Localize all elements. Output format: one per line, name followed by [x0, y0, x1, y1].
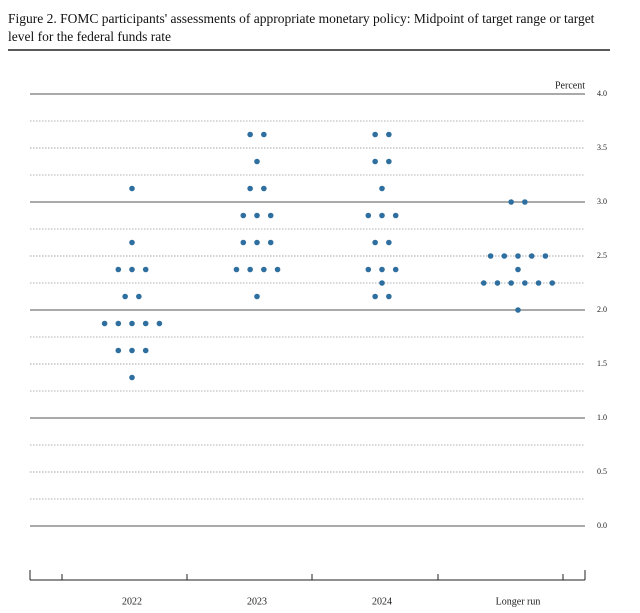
dot [267, 239, 274, 246]
dot [254, 158, 260, 165]
dot [392, 266, 399, 273]
dot [129, 185, 135, 192]
dot [386, 293, 392, 300]
dot [522, 199, 528, 205]
dot [240, 239, 247, 246]
dot [379, 212, 385, 219]
y-tick-label: 2.0 [597, 305, 607, 314]
x-tick-label: 2023 [247, 596, 267, 607]
dot [240, 212, 247, 219]
dot [508, 280, 514, 286]
dot [386, 131, 392, 138]
dot [101, 320, 108, 327]
dot [365, 212, 372, 219]
dot [372, 293, 378, 300]
dot [142, 266, 149, 273]
dot [115, 266, 122, 273]
x-axis [29, 570, 586, 581]
dot [494, 280, 501, 286]
dot [480, 280, 487, 286]
dot [535, 280, 542, 286]
y-tick-label: 4.0 [597, 89, 607, 98]
y-tick-label: 0.5 [597, 467, 607, 476]
dot [515, 266, 521, 273]
dot [247, 131, 253, 138]
dot [261, 131, 267, 138]
dot [372, 131, 378, 138]
dot [515, 307, 521, 313]
dot [233, 266, 240, 273]
dot [129, 266, 135, 273]
dot [156, 320, 163, 327]
dot [501, 253, 508, 259]
dot [549, 280, 556, 286]
dot [522, 280, 528, 286]
dot [129, 320, 135, 327]
dot [129, 239, 135, 246]
dot [129, 347, 135, 354]
dot [129, 374, 135, 381]
dot [247, 185, 253, 192]
dot [261, 185, 267, 192]
x-tick-label: 2022 [122, 596, 142, 607]
dot [542, 253, 549, 259]
dot [136, 293, 142, 300]
y-tick-label: 2.5 [597, 251, 607, 260]
x-tick-label: 2024 [372, 596, 392, 607]
dot [372, 158, 378, 165]
dot [365, 266, 372, 273]
y-tick-label: 0.0 [597, 521, 607, 530]
dot [487, 253, 494, 259]
dot [515, 253, 521, 259]
dot [142, 347, 149, 354]
dot [379, 185, 385, 192]
dot [254, 239, 260, 246]
dot [247, 266, 253, 273]
dot [261, 266, 267, 273]
dot [379, 280, 385, 286]
dot [115, 347, 122, 354]
dot [386, 158, 392, 165]
dot [267, 212, 274, 219]
y-tick-label: 1.5 [597, 359, 607, 368]
dot [115, 320, 122, 327]
dot [528, 253, 535, 259]
dot [386, 239, 392, 246]
y-tick-label: 3.0 [597, 197, 607, 206]
dot [392, 212, 399, 219]
dot [142, 320, 149, 327]
chart-title: Figure 2. FOMC participants' assessments… [8, 11, 595, 44]
dot [254, 212, 260, 219]
dot [372, 239, 378, 246]
dot [508, 199, 514, 205]
x-tick-label: Longer run [496, 596, 541, 607]
dot [254, 293, 260, 300]
dot [122, 293, 128, 300]
y-tick-label: 1.0 [597, 413, 607, 422]
y-tick-label: 3.5 [597, 143, 607, 152]
y-axis-label: Percent [555, 80, 585, 91]
dot [274, 266, 281, 273]
dot [379, 266, 385, 273]
